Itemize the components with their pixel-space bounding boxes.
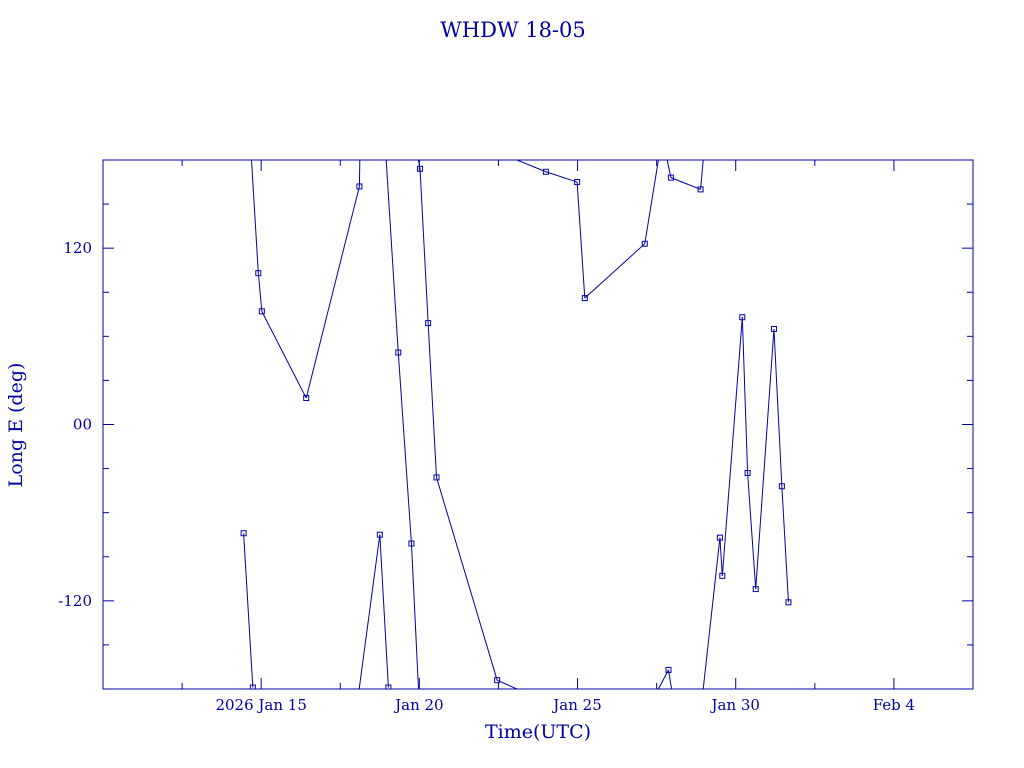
data-point bbox=[494, 677, 501, 684]
series-line bbox=[305, 186, 360, 399]
data-point bbox=[744, 469, 751, 476]
series-line bbox=[397, 352, 412, 544]
data-point bbox=[303, 395, 310, 402]
x-tick-labels: 2026 Jan 15 Jan 20 Jan 25 Jan 30 Feb 4 bbox=[215, 696, 915, 714]
series-line bbox=[741, 317, 749, 474]
series-line bbox=[385, 160, 399, 353]
data-point bbox=[716, 534, 723, 541]
data-point bbox=[376, 531, 383, 538]
series-line bbox=[702, 537, 721, 689]
y-tick-label: 120 bbox=[63, 239, 92, 257]
x-axis-label: Time(UTC) bbox=[485, 721, 591, 743]
data-point bbox=[581, 295, 588, 302]
series-line bbox=[436, 477, 498, 681]
series-line bbox=[545, 171, 578, 183]
y-tick-labels: 120 00 -120 bbox=[58, 239, 92, 610]
data-point bbox=[665, 666, 672, 673]
data-point bbox=[739, 314, 746, 321]
series-line bbox=[257, 273, 263, 312]
data-point bbox=[785, 599, 792, 606]
data-point bbox=[433, 474, 440, 481]
plot-frame bbox=[102, 159, 974, 690]
data-point bbox=[417, 165, 424, 172]
series-line bbox=[657, 669, 669, 689]
data-point bbox=[258, 308, 265, 315]
x-tick-label: Jan 25 bbox=[551, 696, 601, 714]
series-line bbox=[251, 160, 259, 274]
series-line bbox=[755, 328, 775, 590]
series-line bbox=[668, 669, 673, 689]
y-tick-label: -120 bbox=[58, 592, 92, 610]
data-point bbox=[395, 349, 402, 356]
x-tick-label: Feb 4 bbox=[873, 696, 915, 714]
x-tick-label: Jan 20 bbox=[393, 696, 443, 714]
series-line bbox=[644, 160, 659, 244]
series-line bbox=[781, 486, 789, 603]
data-point bbox=[385, 684, 392, 689]
data-point bbox=[752, 586, 759, 593]
data-point bbox=[408, 540, 415, 547]
series-line bbox=[261, 311, 307, 399]
series-line bbox=[670, 177, 701, 190]
series-line bbox=[773, 328, 783, 487]
series-line bbox=[721, 317, 743, 576]
data-point bbox=[778, 483, 785, 490]
series-line bbox=[419, 168, 429, 324]
series-line bbox=[719, 537, 723, 576]
data-point bbox=[770, 325, 777, 332]
x-tick-label: Jan 30 bbox=[709, 696, 759, 714]
data-point bbox=[255, 270, 262, 277]
axis-ticks bbox=[103, 160, 973, 689]
series-line bbox=[410, 543, 419, 689]
series-line bbox=[584, 243, 646, 299]
data-point bbox=[240, 530, 247, 537]
series-line bbox=[747, 472, 757, 590]
data-point bbox=[697, 186, 704, 193]
series-line bbox=[700, 160, 704, 190]
x-tick-label: 2026 Jan 15 bbox=[215, 696, 306, 714]
data-point bbox=[356, 183, 363, 190]
data-point bbox=[249, 684, 256, 689]
series-line bbox=[516, 160, 547, 173]
data-point bbox=[641, 240, 648, 247]
series-longitude bbox=[240, 160, 792, 689]
y-axis-label: Long E (deg) bbox=[5, 363, 27, 488]
chart-title: WHDW 18-05 bbox=[440, 18, 586, 42]
series-line bbox=[379, 534, 389, 688]
series-line bbox=[496, 679, 518, 689]
series-line bbox=[576, 182, 586, 299]
data-point bbox=[542, 168, 549, 175]
series-line bbox=[427, 323, 437, 478]
series-line bbox=[243, 533, 254, 688]
y-tick-label: 00 bbox=[73, 416, 92, 434]
data-point bbox=[719, 572, 726, 579]
data-point bbox=[425, 320, 432, 327]
data-point bbox=[574, 179, 581, 186]
series-line bbox=[358, 534, 381, 689]
data-point bbox=[667, 174, 674, 181]
series-line bbox=[417, 160, 421, 169]
